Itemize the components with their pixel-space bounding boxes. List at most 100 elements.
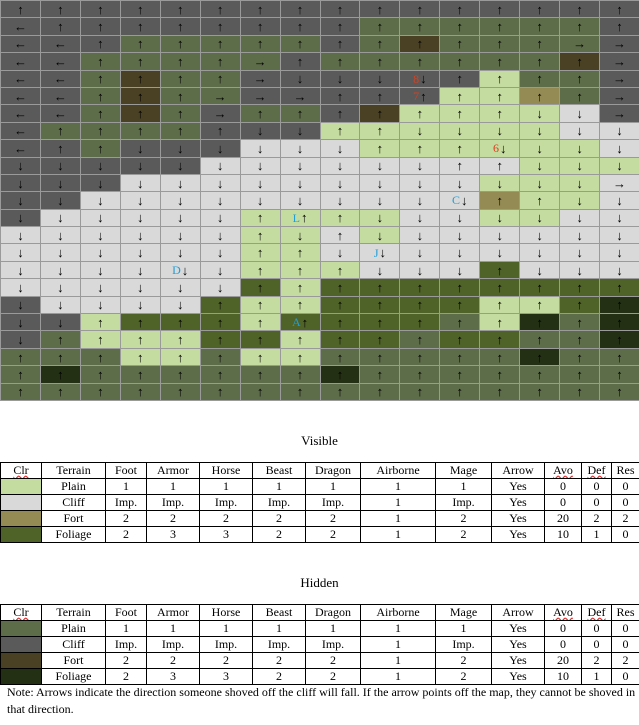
table-cell: Yes [491,478,545,495]
shove-arrow-icon: ← [13,106,27,122]
map-cell: ↓ [319,139,361,158]
map-cell: ↑ [599,347,639,367]
shove-arrow-icon: ↑ [336,19,344,35]
map-cell: ↓ [79,173,121,193]
shove-arrow-icon: ↑ [576,314,583,330]
shove-arrow-icon: ↑ [97,384,104,400]
map-cell: ↓ [359,191,401,210]
map-cell: ↑ [79,382,121,401]
map-cell: ↑ [119,313,161,332]
map-cell: ↑ [399,278,441,297]
table-cell: 2 [199,510,253,527]
shove-arrow-icon: ↑ [176,36,184,52]
map-cell: ↑ [319,278,361,297]
map-cell: ↓ [599,191,639,210]
table-row: Foliage 2 3 3 2 2 1 2 Yes 10 1 0 [0,526,639,543]
shove-arrow-icon: ↓ [57,279,64,295]
color-swatch [0,478,42,495]
shove-arrow-icon: ↓ [216,210,224,226]
map-cell: ↓ [0,191,41,210]
table-cell: 1 [581,526,612,543]
shove-arrow-icon: ↓ [97,227,104,243]
map-cell: ↓ [159,243,201,262]
shove-arrow-icon: ↓ [496,175,503,191]
map-cell: ↓ [479,226,521,245]
map-cell: ↑ [519,347,561,367]
column-header: Dragon [305,604,361,621]
shove-arrow-icon: ↑ [256,1,264,17]
map-cell: ↑ [519,52,561,71]
map-cell: ↓ [599,139,639,158]
shove-arrow-icon: ↑ [536,366,543,382]
shove-arrow-icon: ↓ [416,245,424,261]
map-cell: ↑ [439,0,481,19]
map-cell: ↑ [79,365,121,384]
shove-arrow-icon: ↓ [576,140,583,156]
shove-arrow-icon: ↓ [97,210,104,226]
table-cell: Fort [41,652,106,669]
table-cell: 3 [146,668,200,685]
shove-arrow-icon: ↑ [97,332,104,348]
map-cell: ↑ [479,156,521,175]
table-cell: 10 [544,526,582,543]
map-cell: ↓ [239,191,281,210]
shove-arrow-icon: ↑ [456,332,464,348]
shove-arrow-icon: ↓ [616,192,623,208]
shove-arrow-icon: ↑ [256,332,264,348]
shove-arrow-icon: ↓ [57,175,64,191]
shove-arrow-icon: ↓ [496,123,503,139]
map-cell: ↑ [159,121,201,141]
map-cell: ↓ [79,278,121,297]
map-cell: ↑ [359,365,401,384]
shove-arrow-icon: ↑ [616,1,623,17]
table-cell: 1 [252,478,306,495]
map-cell: ↑ [359,0,401,19]
shove-arrow-icon: ↑ [17,366,24,382]
color-swatch [0,526,42,543]
table-cell: 3 [199,668,253,685]
shove-arrow-icon: ↑ [536,279,543,295]
table-cell: 3 [146,526,200,543]
map-cell: ↓ [239,156,281,175]
shove-arrow-icon: ↑ [256,314,264,330]
table-cell: 2 [105,510,147,527]
shove-arrow-icon: ↓ [536,210,543,226]
map-cell: ↑ [439,382,481,401]
map-cell: ↓ [399,191,441,210]
map-cell: ↓ [439,226,481,245]
map-cell: ↑ [479,52,521,71]
table-cell: 2 [199,652,253,669]
table-cell: Plain [41,620,106,637]
table-cell: 0 [544,620,582,637]
shove-arrow-icon: ↑ [256,349,264,365]
shove-arrow-icon: ↓ [536,106,543,122]
table-cell: Foliage [41,668,106,685]
shove-arrow-icon: ↓ [17,314,24,330]
shove-arrow-icon: ↑ [336,384,344,400]
table-cell: 2 [581,652,612,669]
table-cell: 1 [199,620,253,637]
map-cell: ↑ [399,139,441,158]
map-cell: ↓ [239,139,281,158]
shove-arrow-icon: ↓ [336,158,344,174]
table-cell: Imp. [252,636,306,653]
shove-arrow-icon: ↓ [296,71,304,87]
column-header: Beast [252,462,306,479]
map-cell: ↑ [319,226,361,245]
shove-arrow-icon: ↓ [137,158,144,174]
shove-arrow-icon: ↑ [416,332,424,348]
map-cell: ↑ [399,34,441,54]
table-cell: 2 [611,510,639,527]
map-cell: ↑ [319,208,361,228]
shove-arrow-icon: ↑ [416,53,424,69]
map-cell: ↑ [0,0,41,19]
map-cell: ↑ [159,0,201,19]
shove-arrow-icon: ↑ [576,279,583,295]
map-cell: ↑ [39,139,81,158]
map-cell: ↑ [479,191,521,210]
map-cell: ↓ [79,156,121,175]
map-cell: ↓ [0,278,41,297]
shove-arrow-icon: ↓ [97,192,104,208]
table-cell: 0 [611,668,639,685]
shove-arrow-icon: ↑ [216,297,224,313]
